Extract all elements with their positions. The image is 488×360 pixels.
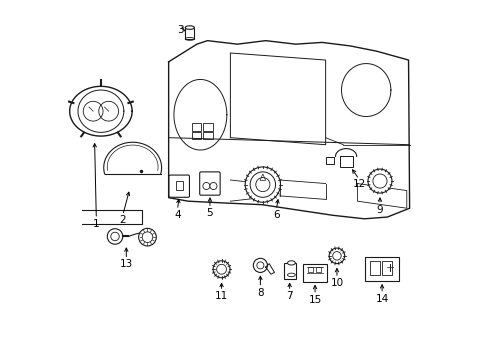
Circle shape xyxy=(107,229,122,244)
Bar xyxy=(203,123,212,131)
Ellipse shape xyxy=(185,26,194,30)
Bar xyxy=(340,156,352,167)
Bar xyxy=(284,263,295,279)
Circle shape xyxy=(372,174,386,188)
Text: 11: 11 xyxy=(215,291,228,301)
Circle shape xyxy=(367,169,391,193)
FancyBboxPatch shape xyxy=(199,172,220,195)
Text: 9: 9 xyxy=(376,205,383,215)
Text: 12: 12 xyxy=(352,179,365,189)
Text: 3: 3 xyxy=(177,25,183,35)
Text: 1: 1 xyxy=(93,219,100,229)
Text: 2: 2 xyxy=(119,215,126,225)
Circle shape xyxy=(255,177,269,192)
Bar xyxy=(185,28,194,39)
Bar xyxy=(191,132,201,139)
Circle shape xyxy=(209,183,217,189)
Text: 7: 7 xyxy=(286,291,292,301)
Text: 4: 4 xyxy=(174,210,181,220)
Text: 5: 5 xyxy=(206,208,213,218)
Text: 15: 15 xyxy=(308,294,321,305)
Text: 8: 8 xyxy=(257,288,263,298)
Text: 6: 6 xyxy=(272,210,279,220)
Circle shape xyxy=(142,232,152,242)
Bar xyxy=(203,132,212,139)
Bar xyxy=(302,264,327,282)
Circle shape xyxy=(203,183,209,189)
Text: 14: 14 xyxy=(375,294,388,303)
FancyBboxPatch shape xyxy=(169,175,189,197)
Text: 10: 10 xyxy=(330,278,343,288)
Circle shape xyxy=(139,228,156,246)
Bar xyxy=(175,181,183,189)
Bar xyxy=(325,157,333,164)
Bar xyxy=(315,267,321,272)
Ellipse shape xyxy=(287,261,295,265)
Bar xyxy=(381,261,391,275)
Circle shape xyxy=(256,262,264,269)
Circle shape xyxy=(253,258,267,273)
Text: 13: 13 xyxy=(120,259,133,269)
Circle shape xyxy=(250,172,275,197)
Circle shape xyxy=(216,264,226,274)
Bar xyxy=(369,261,379,275)
Circle shape xyxy=(328,248,344,264)
Circle shape xyxy=(111,232,119,241)
Bar xyxy=(307,267,313,272)
Circle shape xyxy=(244,167,280,202)
Circle shape xyxy=(213,261,229,278)
Bar xyxy=(191,123,201,131)
Circle shape xyxy=(332,252,341,260)
Bar xyxy=(365,257,398,281)
